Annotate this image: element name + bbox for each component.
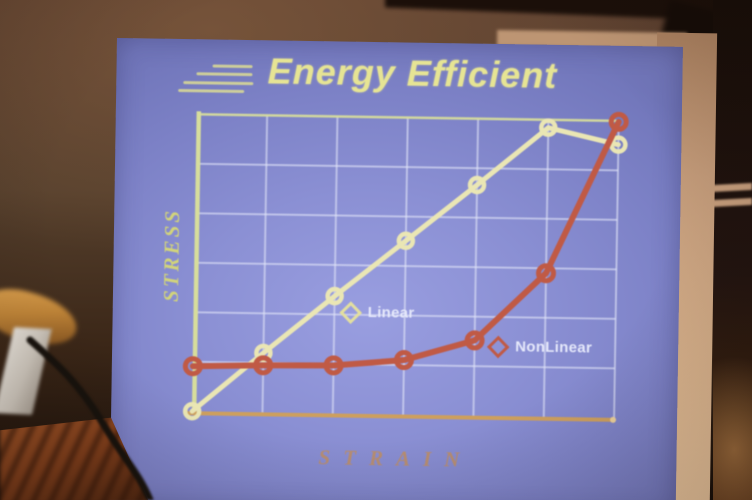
legend-item-linear: Linear xyxy=(339,300,415,324)
legend-item-nonlinear: NonLinear xyxy=(486,335,593,358)
slide-content: Energy Efficient STRESS STRAIN Linear No… xyxy=(110,38,683,500)
legend-label: NonLinear xyxy=(515,338,593,357)
slide: Energy Efficient STRESS STRAIN Linear No… xyxy=(109,38,683,500)
slide-title: Energy Efficient xyxy=(267,50,558,96)
legend-marker-diamond-icon xyxy=(339,300,363,324)
legend-marker-diamond-icon xyxy=(486,335,510,358)
projection-screen: Energy Efficient STRESS STRAIN Linear No… xyxy=(109,29,718,500)
cable xyxy=(26,336,154,500)
legend-label: Linear xyxy=(367,303,415,322)
chart-plot xyxy=(182,111,629,423)
right-wall-shadow xyxy=(713,0,752,500)
